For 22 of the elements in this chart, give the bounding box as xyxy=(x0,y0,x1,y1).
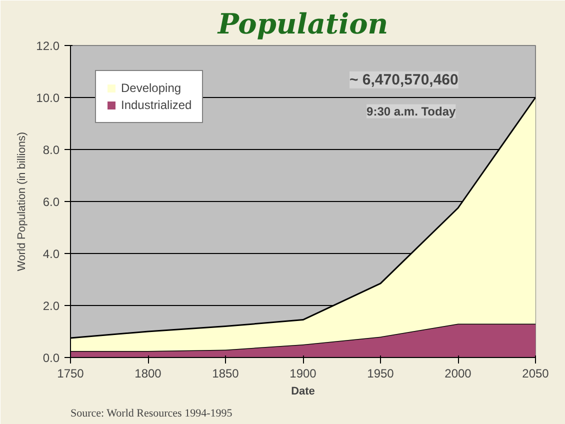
x-tick-label: 1800 xyxy=(134,366,162,380)
y-tick-label: 6.0 xyxy=(42,195,60,209)
y-tick-label: 12.0 xyxy=(36,39,60,53)
y-tick-label: 10.0 xyxy=(36,91,60,105)
legend-label: Developing xyxy=(121,81,182,95)
x-tick-label: 1900 xyxy=(290,366,317,380)
source-note: Source: World Resources 1994-1995 xyxy=(70,408,233,420)
x-tick-label: 1750 xyxy=(57,366,84,380)
legend-label: Industrialized xyxy=(121,98,192,112)
y-tick-label: 2.0 xyxy=(42,299,60,313)
y-tick-label: 0.0 xyxy=(42,351,60,365)
y-tick-label: 4.0 xyxy=(42,247,60,261)
chart-title: Population xyxy=(216,8,388,40)
annotation: ~ 6,470,570,460 xyxy=(350,71,458,88)
x-tick-label: 1850 xyxy=(212,366,240,380)
x-axis-title: Date xyxy=(291,386,315,398)
annotation: 9:30 a.m. Today xyxy=(366,104,456,118)
x-tick-label: 2050 xyxy=(522,366,550,380)
x-tick-label: 1950 xyxy=(367,366,394,380)
y-axis-title: World Population (in billions) xyxy=(16,132,28,272)
x-tick-label: 2000 xyxy=(444,366,472,380)
y-tick-label: 8.0 xyxy=(42,143,60,157)
